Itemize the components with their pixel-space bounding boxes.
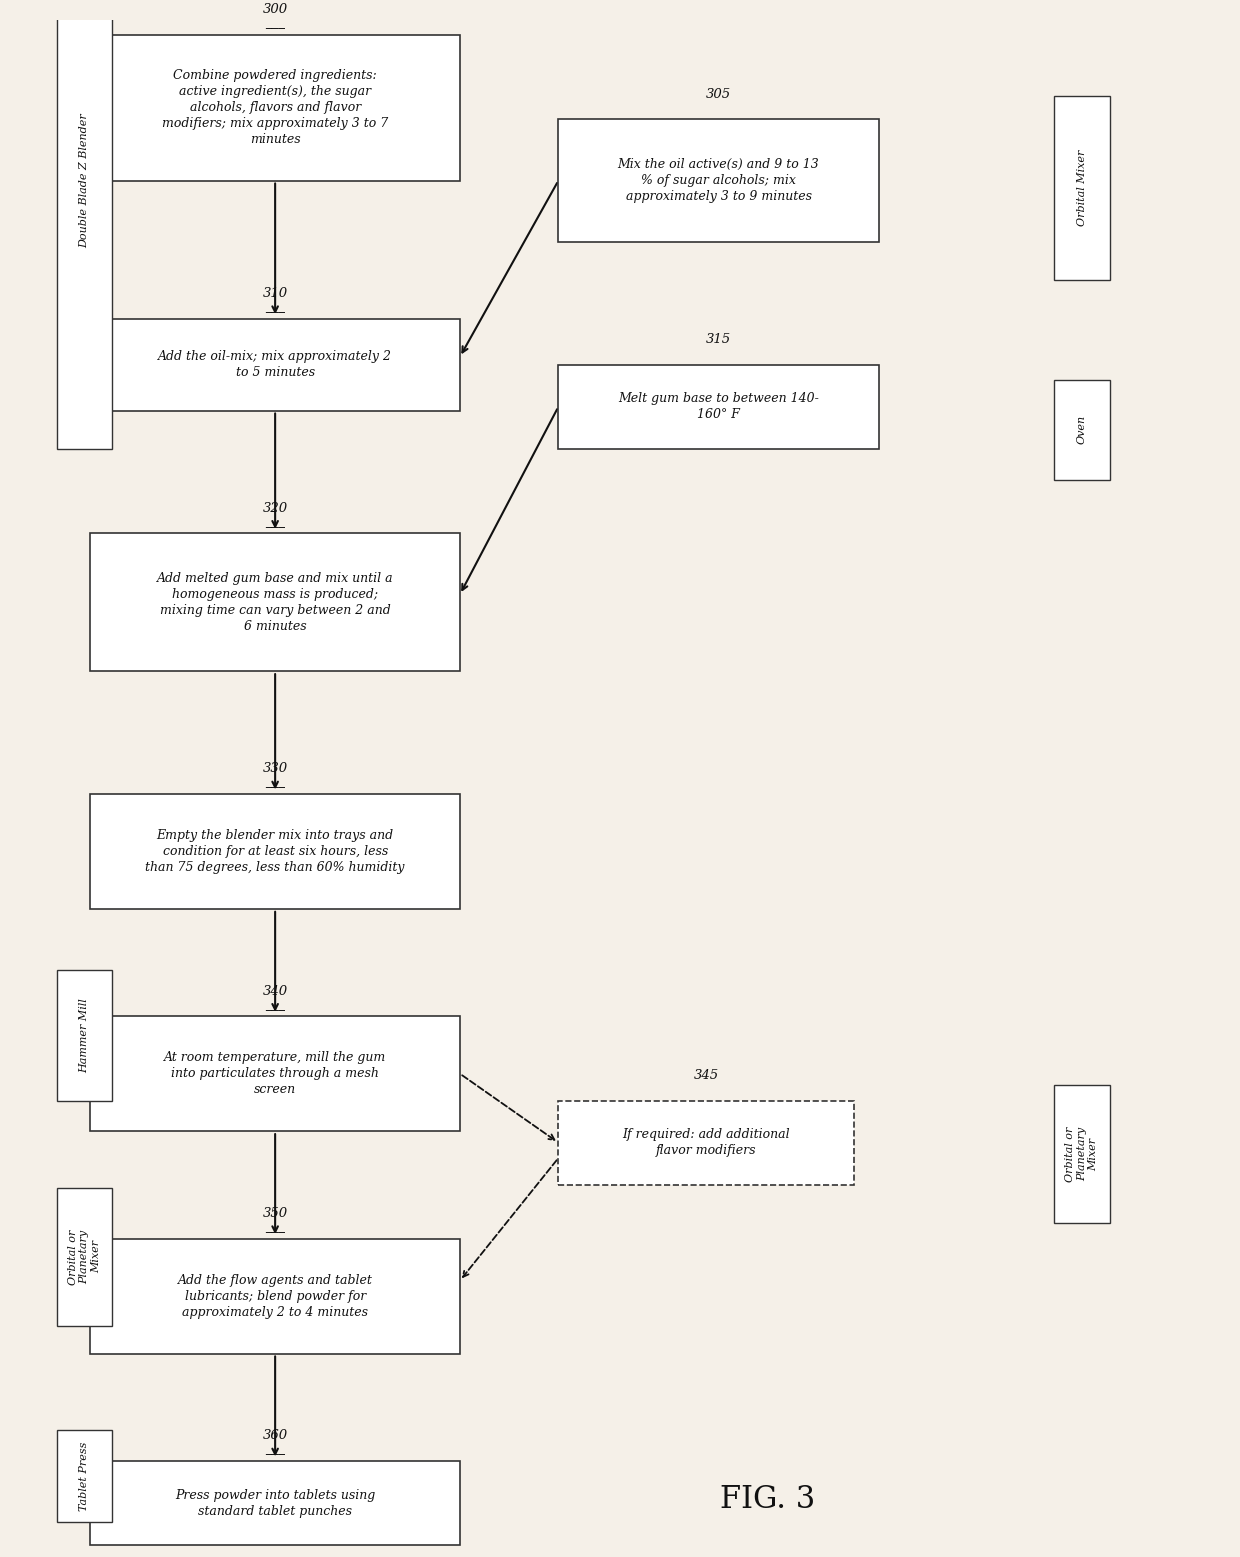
Text: ___: ___ <box>265 515 285 528</box>
FancyBboxPatch shape <box>1054 380 1110 480</box>
Text: Add the flow agents and tablet
lubricants; blend powder for
approximately 2 to 4: Add the flow agents and tablet lubricant… <box>177 1274 372 1319</box>
Text: FIG. 3: FIG. 3 <box>720 1484 816 1515</box>
Text: 305: 305 <box>706 87 732 101</box>
Text: 345: 345 <box>693 1070 719 1082</box>
Text: Mix the oil active(s) and 9 to 13
% of sugar alcohols; mix
approximately 3 to 9 : Mix the oil active(s) and 9 to 13 % of s… <box>618 159 820 202</box>
Text: Melt gum base to between 140-
160° F: Melt gum base to between 140- 160° F <box>618 392 818 422</box>
Text: 350: 350 <box>263 1207 288 1221</box>
FancyBboxPatch shape <box>558 120 879 241</box>
Text: ___: ___ <box>265 1442 285 1456</box>
Text: 310: 310 <box>263 286 288 301</box>
Text: If required: add additional
flavor modifiers: If required: add additional flavor modif… <box>622 1129 790 1157</box>
Text: Hammer Mill: Hammer Mill <box>79 998 89 1073</box>
Text: Add the oil-mix; mix approximately 2
to 5 minutes: Add the oil-mix; mix approximately 2 to … <box>159 350 392 378</box>
Text: ___: ___ <box>265 998 285 1010</box>
Text: 320: 320 <box>263 501 288 515</box>
Text: Orbital or
Planetary
Mixer: Orbital or Planetary Mixer <box>1065 1127 1099 1182</box>
Text: 330: 330 <box>263 763 288 775</box>
Text: ___: ___ <box>265 301 285 313</box>
Text: Double Blade Z Blender: Double Blade Z Blender <box>79 114 89 248</box>
FancyBboxPatch shape <box>57 1188 112 1327</box>
FancyBboxPatch shape <box>558 1101 854 1185</box>
FancyBboxPatch shape <box>91 794 460 909</box>
Text: ___: ___ <box>265 17 285 30</box>
Text: 360: 360 <box>263 1429 288 1442</box>
Text: Orbital Mixer: Orbital Mixer <box>1076 149 1087 226</box>
Text: 300: 300 <box>263 3 288 17</box>
FancyBboxPatch shape <box>91 1460 460 1545</box>
Text: 315: 315 <box>706 333 732 346</box>
Text: Empty the blender mix into trays and
condition for at least six hours, less
than: Empty the blender mix into trays and con… <box>145 828 405 873</box>
FancyBboxPatch shape <box>558 364 879 448</box>
Text: ___: ___ <box>265 775 285 788</box>
FancyBboxPatch shape <box>91 532 460 671</box>
FancyBboxPatch shape <box>91 34 460 181</box>
FancyBboxPatch shape <box>91 1017 460 1132</box>
FancyBboxPatch shape <box>57 0 112 448</box>
FancyBboxPatch shape <box>91 1238 460 1353</box>
Text: Press powder into tablets using
standard tablet punches: Press powder into tablets using standard… <box>175 1488 376 1518</box>
FancyBboxPatch shape <box>1054 97 1110 280</box>
Text: ___: ___ <box>265 1221 285 1233</box>
Text: Tablet Press: Tablet Press <box>79 1442 89 1510</box>
FancyBboxPatch shape <box>1054 1085 1110 1224</box>
Text: Combine powdered ingredients:
active ingredient(s), the sugar
alcohols, flavors : Combine powdered ingredients: active ing… <box>162 69 388 146</box>
FancyBboxPatch shape <box>91 319 460 411</box>
Text: At room temperature, mill the gum
into particulates through a mesh
screen: At room temperature, mill the gum into p… <box>164 1051 386 1096</box>
Text: Oven: Oven <box>1076 416 1087 444</box>
Text: 340: 340 <box>263 984 288 998</box>
Text: Orbital or
Planetary
Mixer: Orbital or Planetary Mixer <box>68 1228 100 1285</box>
FancyBboxPatch shape <box>57 970 112 1101</box>
FancyBboxPatch shape <box>57 1431 112 1523</box>
Text: Add melted gum base and mix until a
homogeneous mass is produced;
mixing time ca: Add melted gum base and mix until a homo… <box>156 571 393 632</box>
